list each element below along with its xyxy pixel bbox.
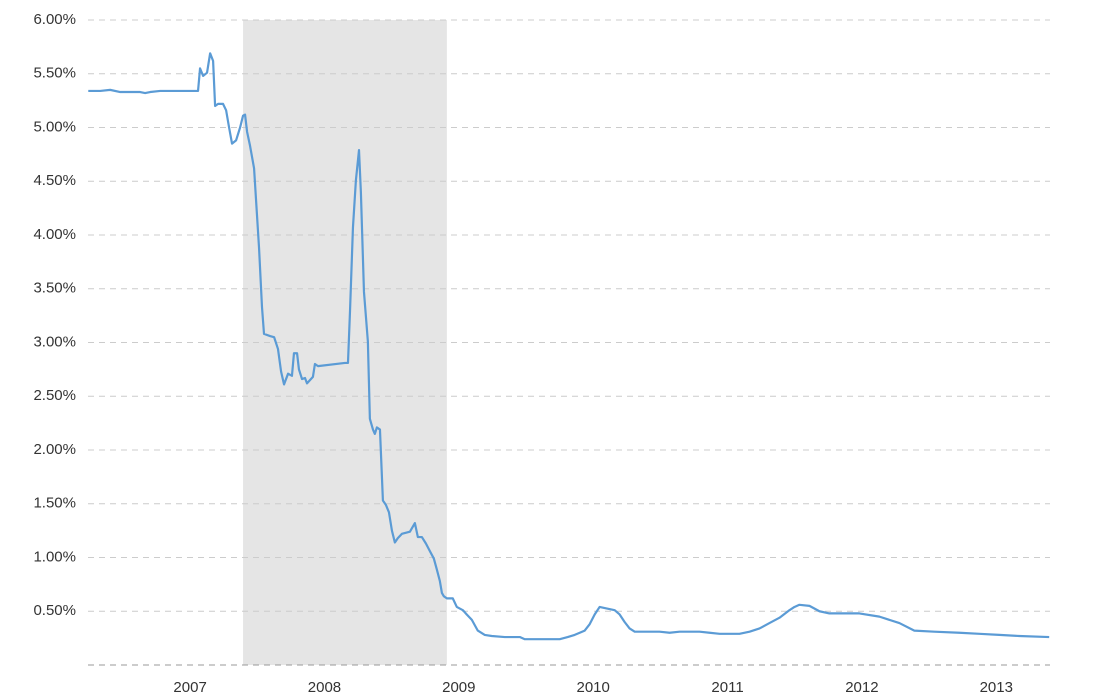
x-tick-label: 2008 — [308, 679, 341, 696]
x-tick-label: 2010 — [576, 679, 609, 696]
y-tick-label: 2.00% — [33, 441, 76, 458]
y-tick-label: 4.50% — [33, 172, 76, 189]
y-tick-label: 4.00% — [33, 226, 76, 243]
y-tick-label: 1.00% — [33, 548, 76, 565]
y-tick-label: 3.50% — [33, 280, 76, 297]
x-tick-label: 2011 — [711, 679, 743, 696]
data-line — [88, 52, 1050, 641]
y-tick-label: 2.50% — [33, 387, 76, 404]
y-tick-label: 6.00% — [33, 11, 76, 28]
x-tick-label: 2007 — [173, 679, 206, 696]
x-tick-label: 2013 — [980, 679, 1013, 696]
x-tick-label: 2012 — [845, 679, 878, 696]
y-tick-label: 0.50% — [33, 602, 76, 619]
y-tick-label: 3.00% — [33, 333, 76, 350]
y-tick-label: 5.50% — [33, 65, 76, 82]
y-tick-label: 5.00% — [33, 118, 76, 135]
grid-layer — [88, 19, 1050, 612]
line-layer — [88, 52, 1050, 641]
x-tick-label: 2009 — [442, 679, 475, 696]
y-tick-label: 1.50% — [33, 495, 76, 512]
label-layer: 0.50% 1.00% 1.50% 2.00% 2.50% 3.00% 3.50% 4.00%… — [33, 11, 1012, 696]
